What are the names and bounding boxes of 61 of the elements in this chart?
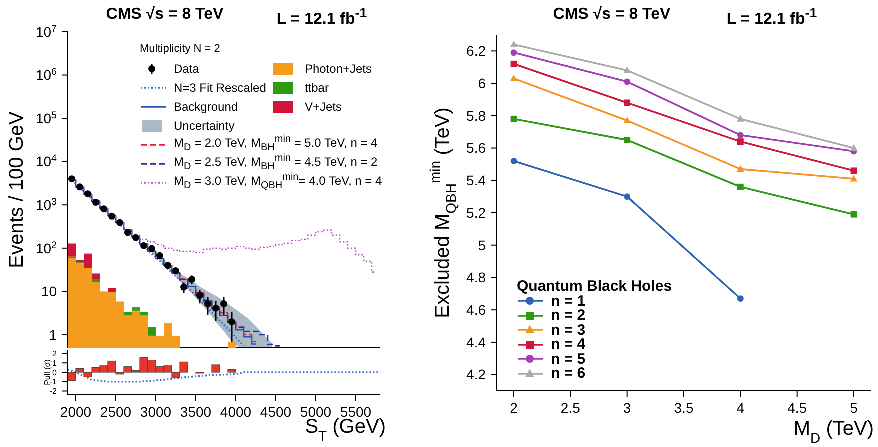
- y-tick-label: 4.8: [466, 270, 486, 286]
- legend-label: n = 3: [551, 322, 586, 339]
- y-tick-label: 10$^{6}$: [36, 66, 58, 84]
- legend-label: M$_{D}$ = 2.5 TeV, M$_{BH}$$^{min}$ = 4.5 TeV, n = 2: [174, 153, 378, 173]
- y-tick-label: 2: [52, 350, 58, 359]
- y-tick-label: 0: [52, 368, 58, 378]
- legend-title: Quantum Black Holes: [517, 278, 672, 296]
- legend-label: N=3 Fit Rescaled: [174, 80, 266, 94]
- y-tick-label: 10$^{7}$: [36, 23, 57, 40]
- legend-label: Background: [174, 100, 238, 114]
- y-tick-label: -1: [50, 378, 58, 387]
- chart-subtitle: L = 12.1 fb$^{-1}$: [726, 6, 818, 28]
- x-tick-label: 4000: [220, 404, 252, 420]
- x-tick-label: 2: [510, 400, 518, 416]
- x-tick-label: 4500: [260, 404, 292, 420]
- y-tick-label: 10$^{5}$: [36, 110, 58, 126]
- y-tick-label: 10$^{2}$: [36, 240, 57, 256]
- chart-title: CMS √s = 8 TeV: [106, 6, 224, 23]
- x-tick-label: 5: [850, 400, 858, 416]
- y-tick-label: 4.2: [466, 366, 486, 383]
- x-tick-label: 3500: [180, 404, 212, 420]
- legend-title: Multiplicity N = 2: [140, 43, 220, 55]
- x-tick-label: 2000: [60, 404, 92, 420]
- legend-label: n = 2: [551, 307, 586, 324]
- y-axis-title: Events / 100 GeV: [6, 110, 28, 268]
- x-tick-label: 4.5: [788, 400, 808, 416]
- y-tick-label: 5.2: [466, 204, 486, 221]
- y-tick-label: 6.2: [466, 43, 486, 60]
- y-tick-label: 10$^{4}$: [36, 153, 58, 170]
- y-tick-label: 5: [478, 237, 486, 254]
- legend-label: n = 1: [551, 292, 586, 310]
- legend-label: n = 4: [551, 336, 586, 354]
- x-tick-label: 3: [623, 400, 632, 416]
- x-tick-label: 3000: [140, 404, 172, 420]
- y-tick-label: 6: [478, 75, 486, 92]
- y-tick-label: 5.8: [466, 108, 486, 124]
- legend-label: M$_{D}$ = 2.0 TeV, M$_{BH}$$^{min}$ = 5.0 TeV, n = 4: [174, 134, 378, 154]
- legend-label: V+Jets: [304, 100, 342, 114]
- x-tick-label: 2500: [100, 404, 132, 420]
- y-tick-label: 10$^{3}$: [36, 196, 58, 214]
- y-tick-label: 4.6: [466, 302, 486, 318]
- legend-label: n = 5: [551, 350, 586, 368]
- legend-label: n = 6: [551, 365, 586, 382]
- y-tick-label: 1: [52, 358, 58, 368]
- x-tick-label: 3.5: [674, 400, 694, 416]
- x-axis-title: M$_{D}$ (TeV): [794, 418, 874, 446]
- y-tick-label: 1: [49, 326, 58, 343]
- x-tick-label: 2.5: [560, 400, 581, 416]
- chart-title: CMS √s = 8 TeV: [553, 6, 671, 23]
- y-tick-label: 10: [41, 284, 58, 300]
- legend-label: Data: [174, 62, 200, 76]
- legend-label: M$_{D}$ = 3.0 TeV, M$_{QBH}$$^{min}$= 4.0 TeV, n = 4: [174, 172, 382, 192]
- y-tick-label: 5.6: [466, 140, 486, 156]
- legend-label: Photon+Jets: [304, 62, 372, 76]
- y-tick-label: 5.4: [466, 172, 486, 189]
- y-tick-label: 4.4: [466, 334, 486, 350]
- chart-subtitle: L = 12.1 fb$^{-1}$: [276, 6, 368, 28]
- legend-label: Uncertainty: [174, 118, 235, 132]
- y-tick-label: -2: [50, 387, 58, 396]
- legend-label: ttbar: [304, 80, 329, 94]
- x-tick-label: 4: [736, 400, 745, 416]
